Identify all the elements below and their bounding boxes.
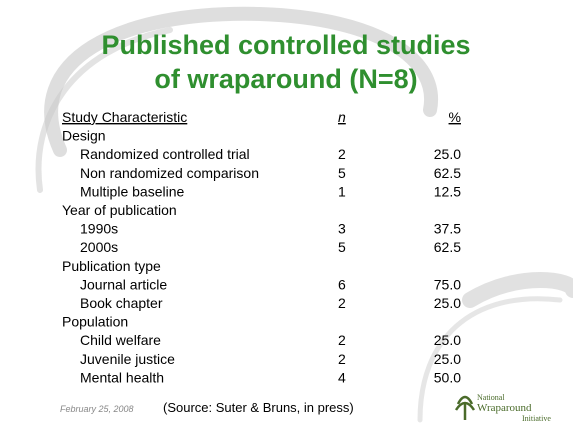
row-percent: 25.0: [434, 351, 461, 367]
logo-text: National: [477, 393, 505, 402]
row-percent: 25.0: [434, 332, 461, 348]
footer-source: (Source: Suter & Bruns, in press): [163, 400, 354, 415]
row-label: Book chapter: [80, 295, 163, 311]
header-cell: %: [449, 109, 461, 125]
header-cell: n: [338, 109, 346, 125]
title-line: Published controlled studies: [101, 30, 470, 60]
logo: National Wraparound Initiative: [454, 393, 551, 423]
row-n: 2: [338, 295, 346, 311]
row-n: 5: [338, 165, 346, 181]
row-label: Non randomized comparison: [80, 165, 259, 181]
logo-text: Wraparound: [477, 402, 532, 414]
row-n: 2: [338, 351, 346, 367]
group-label: Year of publication: [62, 202, 177, 218]
row-label: 2000s: [80, 239, 118, 255]
row-percent: 62.5: [434, 165, 461, 181]
row-label: Juvenile justice: [80, 351, 175, 367]
row-n: 4: [338, 369, 346, 385]
group-label: Population: [62, 314, 128, 330]
logo-text: Initiative: [522, 414, 551, 423]
group-label: Publication type: [62, 258, 161, 274]
row-percent: 37.5: [434, 221, 461, 237]
table: Study Characteristic n % Design Randomized c…: [62, 109, 461, 385]
row-percent: 62.5: [434, 239, 461, 255]
row-n: 2: [338, 146, 346, 162]
title-line: of wraparound (N=8): [154, 64, 417, 94]
group-label: Design: [62, 128, 106, 144]
row-percent: 25.0: [434, 146, 461, 162]
row-percent: 25.0: [434, 295, 461, 311]
row-label: Randomized controlled trial: [80, 146, 250, 162]
row-n: 1: [338, 183, 346, 199]
row-percent: 12.5: [434, 183, 461, 199]
row-n: 5: [338, 239, 346, 255]
row-percent: 50.0: [434, 369, 461, 385]
row-label: Multiple baseline: [80, 183, 184, 199]
footer-date: February 25, 2008: [60, 404, 134, 414]
row-n: 2: [338, 332, 346, 348]
row-label: Mental health: [80, 369, 164, 385]
brush-decoration: [35, 6, 573, 423]
row-n: 3: [338, 221, 346, 237]
row-label: 1990s: [80, 221, 118, 237]
row-percent: 75.0: [434, 276, 461, 292]
row-label: Child welfare: [80, 332, 161, 348]
row-n: 6: [338, 276, 346, 292]
header-cell: Study Characteristic: [62, 109, 187, 125]
row-label: Journal article: [80, 276, 167, 292]
